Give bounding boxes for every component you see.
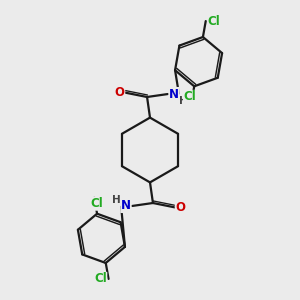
Text: O: O	[175, 201, 185, 214]
Text: Cl: Cl	[208, 15, 220, 28]
Text: N: N	[169, 88, 179, 100]
Text: Cl: Cl	[94, 272, 107, 285]
Text: H: H	[179, 95, 188, 106]
Text: H: H	[112, 195, 121, 205]
Text: N: N	[121, 200, 131, 212]
Text: O: O	[115, 86, 125, 99]
Text: Cl: Cl	[91, 197, 103, 210]
Text: Cl: Cl	[184, 91, 196, 103]
